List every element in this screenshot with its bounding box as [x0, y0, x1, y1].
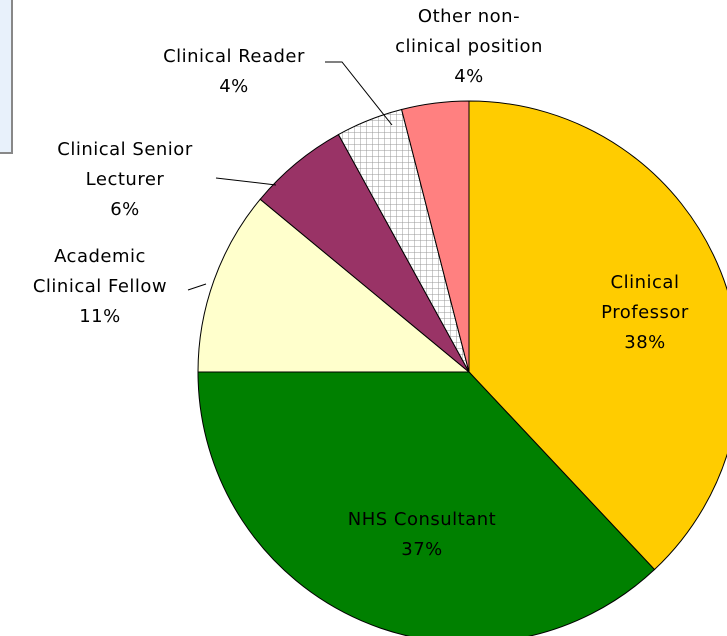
- pie-slice: [197, 198, 471, 373]
- slice-label: Clinical Reader 4%: [163, 42, 305, 102]
- slice-label: Clinical Professor 38%: [601, 268, 689, 358]
- leader-line: [215, 177, 277, 186]
- legend-box: [0, 0, 13, 154]
- value-label: 4%: [219, 76, 249, 97]
- value-label: 37%: [401, 539, 443, 560]
- value-label: 4%: [454, 66, 484, 87]
- pie-slice: [468, 100, 727, 571]
- value-label: 38%: [624, 332, 666, 353]
- category-label: Clinical Reader: [163, 46, 305, 67]
- pie-slice: [400, 100, 470, 373]
- pie-slice: [197, 371, 656, 636]
- value-label: 11%: [79, 306, 121, 327]
- category-label: Academic Clinical Fellow: [32, 246, 168, 297]
- category-label: Other non- clinical position: [395, 6, 543, 57]
- leader-line: [187, 283, 207, 291]
- category-label: Clinical Professor: [601, 272, 689, 323]
- category-label: NHS Consultant: [347, 509, 497, 530]
- slice-label: Academic Clinical Fellow 11%: [33, 242, 167, 332]
- category-label: Clinical Senior Lecturer: [57, 139, 193, 190]
- slice-label: NHS Consultant 37%: [348, 505, 496, 565]
- pie: [197, 100, 727, 636]
- slice-label: Clinical Senior Lecturer 6%: [57, 135, 192, 225]
- value-label: 6%: [110, 199, 140, 220]
- leader-line: [325, 61, 393, 126]
- slice-label: Other non- clinical position 4%: [395, 2, 543, 92]
